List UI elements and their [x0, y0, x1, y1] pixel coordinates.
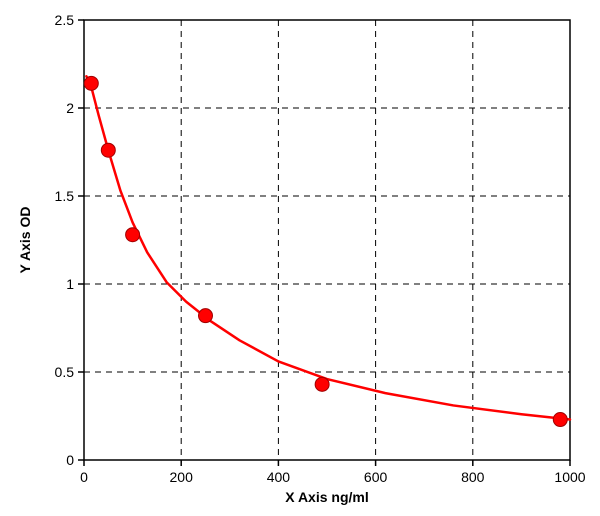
ytick-label: 2.5 — [55, 12, 75, 28]
data-point — [84, 76, 98, 90]
xtick-label: 400 — [267, 469, 291, 485]
y-axis-label: Y Axis OD — [17, 207, 33, 274]
ytick-label: 2 — [66, 100, 74, 116]
chart-container: 0 200 400 600 800 1000 0 0.5 1 1.5 2 2.5 X Axis ng/m… — [0, 0, 600, 516]
data-point — [553, 413, 567, 427]
ytick-label: 1 — [66, 276, 74, 292]
x-axis-label: X Axis ng/ml — [285, 489, 369, 505]
data-point — [315, 377, 329, 391]
ytick-label: 1.5 — [55, 188, 75, 204]
chart-svg: 0 200 400 600 800 1000 0 0.5 1 1.5 2 2.5 X Axis ng/m… — [0, 0, 600, 516]
data-point — [101, 143, 115, 157]
xtick-label: 1000 — [554, 469, 585, 485]
ytick-label: 0.5 — [55, 364, 75, 380]
ytick-label: 0 — [66, 452, 74, 468]
xtick-label: 0 — [80, 469, 88, 485]
data-point — [126, 228, 140, 242]
xtick-label: 200 — [170, 469, 194, 485]
xtick-label: 600 — [364, 469, 388, 485]
data-point — [199, 309, 213, 323]
xtick-label: 800 — [461, 469, 485, 485]
